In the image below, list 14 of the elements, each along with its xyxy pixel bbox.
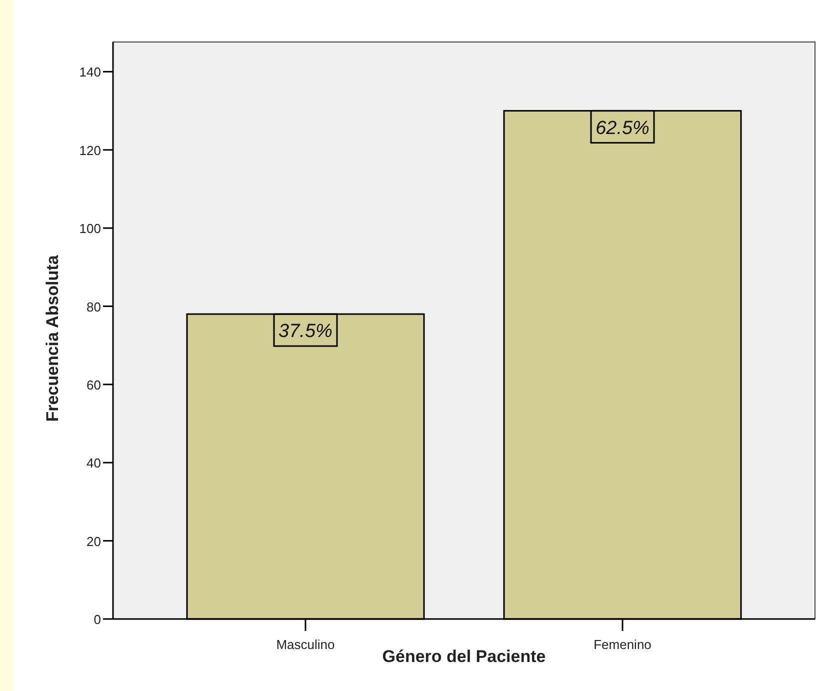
y-tick-label: 40 (86, 456, 101, 471)
y-axis-title: Frecuencia Absoluta (43, 254, 62, 422)
x-tick-label: Masculino (276, 637, 335, 652)
y-tick-label: 120 (79, 142, 101, 158)
y-tick-label: 20 (86, 534, 101, 549)
annotation: 37.5% (278, 321, 333, 342)
x-axis-title: Género del Paciente (382, 647, 546, 666)
y-tick-label: 140 (79, 64, 101, 80)
x-tick-label: Femenino (594, 637, 652, 652)
y-tick-label: 0 (94, 612, 101, 627)
y-tick-label: 100 (79, 221, 101, 236)
annotation: 62.5% (596, 118, 650, 139)
y-tick-label: 80 (86, 299, 101, 314)
y-tick-label: 60 (86, 377, 101, 392)
